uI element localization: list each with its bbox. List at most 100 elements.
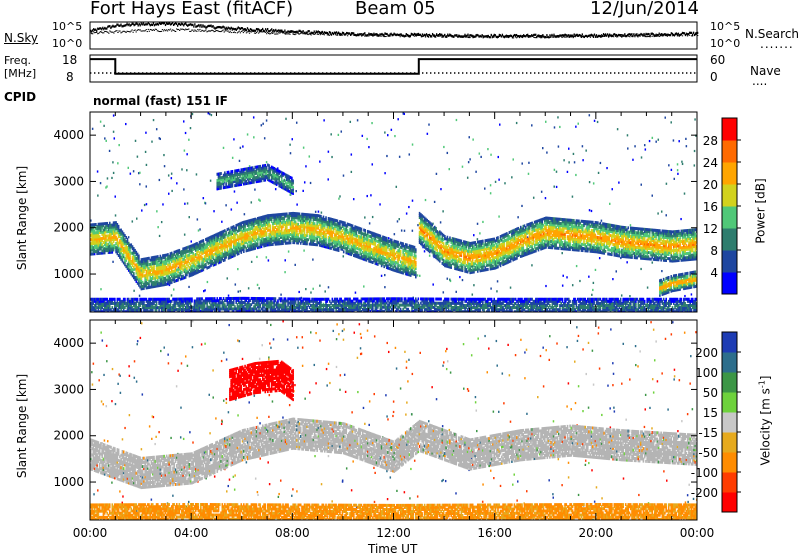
n-search-point [196, 31, 197, 32]
n-search-point [425, 37, 426, 38]
n-search-point [169, 30, 170, 31]
scatter-cell [397, 220, 399, 222]
n-search-point [404, 36, 405, 37]
scatter-cell [427, 133, 429, 135]
n-search-point [523, 36, 524, 37]
scatter-cell [575, 126, 577, 128]
scatter-cell [484, 187, 486, 189]
echo-cell [203, 239, 205, 242]
n-search-point [406, 36, 407, 37]
scatter-cell [257, 284, 259, 286]
scatter-cell [139, 172, 141, 174]
n-search-point [627, 34, 628, 35]
scatter-cell [528, 173, 530, 175]
scatter-cell [290, 152, 292, 154]
scatter-cell [634, 145, 636, 147]
scatter-cell [188, 139, 190, 141]
n-search-point [242, 30, 243, 31]
scatter-cell [145, 151, 147, 153]
scatter-cell [626, 261, 628, 263]
scatter-cell [288, 250, 290, 252]
scatter-cell [394, 233, 396, 235]
n-search-point [553, 37, 554, 38]
scatter-cell [499, 124, 501, 126]
n-search-point [429, 34, 430, 35]
scatter-cell [655, 141, 657, 143]
scatter-cell [616, 270, 618, 272]
scatter-cell [556, 171, 558, 173]
scatter-cell [455, 291, 457, 293]
n-search-point [357, 33, 358, 34]
scatter-cell [350, 121, 352, 123]
n-search-point [228, 31, 229, 32]
scatter-cell [233, 138, 235, 140]
scatter-cell [425, 199, 427, 201]
n-search-point [319, 33, 320, 34]
scatter-cell [542, 147, 544, 149]
n-search-point [363, 35, 364, 36]
scatter-cell [528, 162, 530, 164]
scatter-cell [396, 186, 398, 188]
scatter-cell [641, 156, 643, 158]
n-search-point [383, 34, 384, 35]
scatter-cell [186, 169, 188, 171]
scatter-cell [104, 137, 106, 139]
scatter-cell [197, 218, 199, 220]
n-search-point [510, 35, 511, 36]
scatter-cell [235, 283, 237, 285]
scatter-cell [694, 164, 696, 166]
scatter-cell [647, 286, 649, 288]
n-search-point [264, 31, 265, 32]
scatter-cell [473, 234, 475, 236]
scatter-cell [133, 290, 135, 292]
scatter-cell [579, 280, 581, 282]
n-search-point [225, 30, 226, 31]
n-search-point [347, 35, 348, 36]
n-sky-point [172, 22, 173, 24]
n-search-point [342, 35, 343, 36]
scatter-cell [184, 150, 186, 152]
n-search-point [238, 32, 239, 33]
scatter-cell [184, 234, 186, 236]
scatter-cell [449, 168, 451, 170]
scatter-cell [151, 141, 153, 143]
scatter-cell [366, 195, 368, 197]
n-search-point [113, 33, 114, 34]
n-search-point [301, 32, 302, 33]
n-search-point [326, 33, 327, 34]
scatter-cell [266, 119, 268, 121]
scatter-cell [582, 145, 584, 147]
n-search-point [243, 32, 244, 33]
scatter-cell [553, 186, 555, 188]
scatter-cell [482, 221, 484, 223]
scatter-cell [618, 182, 620, 184]
n-search-point [125, 32, 126, 33]
scatter-cell [112, 161, 114, 163]
n-search-point [408, 36, 409, 37]
scatter-cell [673, 139, 675, 141]
scatter-cell [462, 166, 464, 168]
scatter-cell [632, 159, 634, 161]
scatter-cell [589, 181, 591, 183]
n-search-point [555, 37, 556, 38]
n-search-point [103, 32, 104, 33]
scatter-cell [434, 201, 436, 203]
scatter-cell [146, 203, 148, 205]
scatter-cell [280, 294, 282, 296]
n-search-point [108, 33, 109, 34]
n-search-point [184, 30, 185, 31]
scatter-cell [312, 258, 314, 260]
n-search-point [578, 36, 579, 37]
scatter-cell [289, 194, 291, 196]
n-search-point [146, 29, 147, 30]
scatter-cell [456, 119, 458, 121]
n-search-point [402, 36, 403, 37]
scatter-cell [268, 259, 270, 261]
scatter-cell [171, 173, 173, 175]
scatter-cell [630, 224, 632, 226]
scatter-cell [159, 138, 161, 140]
n-search-point [337, 35, 338, 36]
n-search-point [676, 34, 677, 35]
n-search-point [162, 29, 163, 30]
